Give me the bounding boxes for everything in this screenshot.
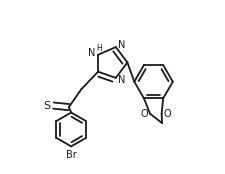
Text: O: O	[140, 109, 147, 119]
Text: S: S	[44, 101, 51, 111]
Text: N: N	[117, 75, 124, 85]
Text: Br: Br	[65, 150, 76, 160]
Text: O: O	[163, 109, 171, 119]
Text: H: H	[96, 44, 101, 53]
Text: N: N	[117, 40, 124, 50]
Text: N: N	[88, 48, 95, 58]
